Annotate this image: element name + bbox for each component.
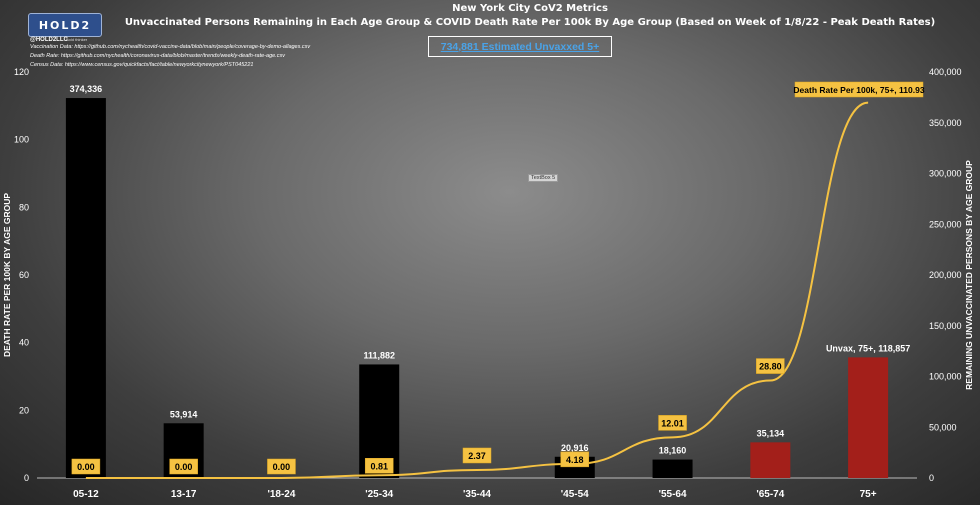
- source-census: Census Data: https://www.census.gov/quic…: [30, 62, 254, 68]
- bar-data-label: 374,336: [70, 84, 103, 94]
- y-left-tick-label: 20: [19, 405, 29, 415]
- y-right-tick-label: 150,000: [929, 321, 962, 331]
- logo-text: HOLD2: [38, 18, 92, 32]
- line-data-label: 12.01: [661, 418, 684, 428]
- line-data-label: 4.18: [566, 455, 584, 465]
- textbox-placeholder: TextBox 5: [528, 174, 559, 182]
- y-right-tick-label: 400,000: [929, 67, 962, 77]
- y-right-tick-label: 50,000: [929, 422, 957, 432]
- line-data-label: 0.00: [273, 462, 291, 472]
- y-right-tick-label: 300,000: [929, 169, 962, 179]
- logo-subtext: Bold thinker: [66, 37, 88, 42]
- bar-data-label: 111,882: [363, 350, 395, 360]
- x-tick-label: 13-17: [171, 489, 197, 500]
- x-tick-label: '25-34: [365, 489, 393, 500]
- line-label-box: [462, 447, 492, 464]
- y-right-tick-label: 200,000: [929, 270, 962, 280]
- bar-data-label: 53,914: [170, 409, 198, 419]
- y-right-axis-label: REMAINING UNVACCINATED PERSONS BY AGE GR…: [964, 160, 974, 390]
- source-vaccination: Vaccination Data: https://github.com/nyc…: [30, 44, 311, 50]
- x-tick-label: '35-44: [463, 489, 491, 500]
- y-left-axis-label: DEATH RATE PER 100K BY AGE GROUP: [2, 193, 12, 357]
- line-data-label: 0.81: [370, 461, 388, 471]
- x-tick-label: 75+: [860, 489, 877, 500]
- estimate-link[interactable]: 734,881 Estimated Unvaxxed 5+: [440, 40, 600, 53]
- bar-data-label: 35,134: [757, 428, 785, 438]
- line-label-box: [364, 458, 394, 474]
- y-right-tick-label: 250,000: [929, 219, 962, 229]
- x-tick-label: 05-12: [73, 489, 99, 500]
- bar-data-label: 20,916: [561, 443, 589, 453]
- y-left-tick-label: 80: [19, 202, 29, 212]
- line-label-box: [658, 415, 687, 431]
- y-left-tick-label: 40: [19, 338, 29, 348]
- bar: [65, 98, 106, 479]
- x-tick-label: '55-64: [659, 489, 687, 500]
- bar: [750, 442, 791, 478]
- y-left-tick-label: 120: [14, 67, 29, 77]
- x-tick-label: '45-54: [561, 489, 589, 500]
- y-right-tick-label: 100,000: [929, 372, 962, 382]
- chart-title: New York City CoV2 Metrics: [452, 3, 608, 14]
- bar-data-label: 18,160: [659, 446, 687, 456]
- line-label-box: [794, 81, 924, 98]
- bar: [652, 459, 693, 478]
- line-data-label: 2.37: [468, 451, 486, 461]
- y-right-tick-label: 0: [929, 473, 934, 483]
- line-data-label: 0.00: [77, 462, 95, 472]
- estimate-box[interactable]: 734,881 Estimated Unvaxxed 5+: [428, 36, 612, 57]
- x-tick-label: '18-24: [267, 489, 295, 500]
- line-label-box: [756, 358, 785, 374]
- line-label-box: [169, 458, 198, 475]
- bar: [848, 357, 889, 478]
- y-left-tick-label: 0: [24, 473, 29, 483]
- logo: HOLD2: [28, 13, 102, 37]
- line-label-box: [560, 451, 590, 468]
- bar-data-label: Unvax, 75+, 118,857: [826, 343, 910, 353]
- x-tick-label: '65-74: [756, 489, 784, 500]
- y-right-tick-label: 350,000: [929, 118, 962, 128]
- chart-subtitle: Unvaccinated Persons Remaining in Each A…: [124, 17, 936, 28]
- line-data-label: 0.00: [175, 462, 193, 472]
- y-left-tick-label: 100: [14, 135, 29, 145]
- y-left-tick-label: 60: [19, 270, 29, 280]
- source-death-rate: Death Rate: https://github.com/nychealth…: [30, 53, 285, 59]
- handle-text: @HOLD2LLC: [30, 37, 68, 43]
- line-label-box: [267, 458, 296, 475]
- death-rate-line: [85, 101, 869, 480]
- line-data-label: Death Rate Per 100k, 75+, 110.93: [793, 85, 924, 95]
- line-data-label: 28.80: [759, 362, 782, 372]
- line-label-box: [71, 458, 101, 475]
